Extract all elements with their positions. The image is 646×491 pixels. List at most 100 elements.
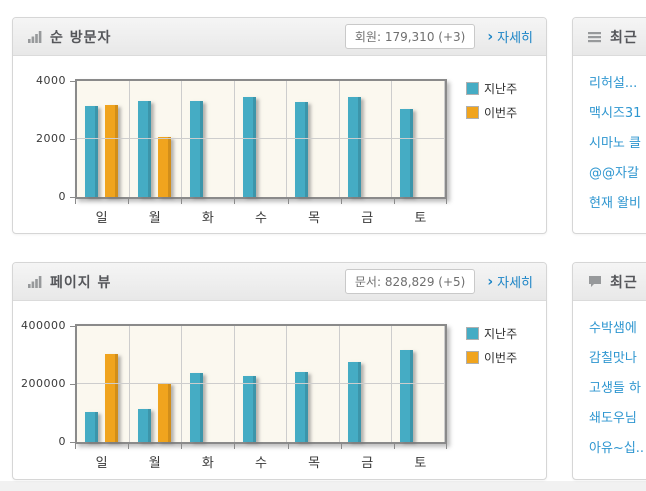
visitors-detail-link[interactable]: › 자세히	[487, 27, 533, 47]
y-tick-mark	[70, 139, 75, 140]
bar-지난주	[190, 100, 204, 197]
gridline	[77, 383, 445, 384]
category-cell	[235, 81, 288, 197]
x-tick-mark	[287, 444, 289, 449]
list-item[interactable]: 수박샘에	[589, 321, 637, 336]
x-tick-label: 일	[95, 456, 108, 471]
legend-swatch	[466, 106, 479, 119]
bar-이번주	[105, 354, 118, 442]
list-item[interactable]: 맥시즈31	[589, 106, 642, 121]
x-tick-label: 월	[148, 211, 161, 226]
list-item[interactable]: 쇄도우님	[589, 411, 637, 426]
pageviews-chart: 0 200000 400000 일 월 화 수 목 금 토 지난주 이번주	[13, 301, 546, 471]
document-count-badge: 문서: 828,829 (+5)	[344, 269, 476, 294]
bar-지난주	[242, 375, 256, 442]
bar-이번주	[157, 382, 171, 442]
y-tick-label: 200000	[21, 377, 66, 390]
legend-swatch	[466, 327, 479, 340]
legend-swatch	[466, 82, 479, 95]
plot-area	[75, 324, 447, 444]
category-cell	[77, 81, 130, 197]
list-item[interactable]: 고생들 하	[589, 381, 641, 396]
plot-area	[75, 79, 447, 199]
category-cell	[182, 326, 235, 442]
bar-이번주	[157, 136, 171, 197]
list-item[interactable]: 감칠맛나	[589, 351, 637, 366]
pageviews-detail-link[interactable]: › 자세히	[487, 272, 533, 292]
detail-link-label: 자세히	[497, 31, 533, 46]
list-item[interactable]: 시마노 클	[589, 136, 641, 151]
x-tick-mark	[446, 444, 447, 449]
x-tick-mark	[287, 199, 289, 204]
category-cell	[130, 326, 183, 442]
x-tick-mark	[446, 199, 447, 204]
bar-지난주	[400, 350, 414, 442]
panel-header: 최근	[573, 18, 646, 56]
y-tick-label: 4000	[36, 74, 66, 87]
x-tick-mark	[128, 199, 130, 204]
x-tick-label: 금	[361, 456, 374, 471]
x-tick-label: 월	[148, 456, 161, 471]
category-cell	[287, 326, 340, 442]
bar-지난주	[137, 409, 151, 442]
x-tick-mark	[181, 199, 183, 204]
bar-지난주	[295, 101, 309, 197]
panel-title: 최근	[610, 274, 638, 291]
list-item[interactable]: @@자갈	[589, 166, 639, 181]
panel-unique-visitors: 순 방문자 회원: 179,310 (+3) › 자세히 0 2000 4000 일 월…	[12, 17, 547, 234]
category-cell	[340, 81, 393, 197]
bar-지난주	[400, 109, 414, 197]
legend-label: 지난주	[484, 82, 518, 96]
panel-title: 최근	[610, 29, 638, 46]
category-cell	[392, 81, 446, 197]
bar-지난주	[190, 372, 204, 442]
bar-지난주	[347, 97, 361, 197]
page-content: 순 방문자 회원: 179,310 (+3) › 자세히 0 2000 4000 일 월…	[0, 0, 646, 481]
bar-chart-icon	[28, 275, 42, 288]
x-tick-label: 일	[95, 211, 108, 226]
bar-지난주	[85, 105, 98, 197]
x-tick-label: 수	[255, 211, 267, 226]
x-tick-label: 수	[255, 456, 267, 471]
list-item[interactable]: 현재 왈비	[589, 196, 641, 211]
x-tick-mark	[234, 199, 236, 204]
bar-지난주	[347, 361, 361, 442]
chart-main: 0 200000 400000 일 월 화 수 목 금 토 지난주 이번주	[19, 319, 546, 471]
legend-label: 이번주	[484, 106, 518, 120]
panel-title: 페이지 뷰	[50, 274, 112, 291]
panel-header: 최근	[573, 263, 646, 301]
list-item[interactable]: 아유~십..	[589, 441, 645, 456]
bar-지난주	[137, 101, 151, 197]
bar-이번주	[105, 105, 118, 197]
y-tick-label: 0	[58, 190, 66, 203]
legend-swatch	[466, 351, 479, 364]
legend-label: 이번주	[484, 351, 518, 365]
category-cell	[182, 81, 235, 197]
category-cell	[77, 326, 130, 442]
x-tick-mark	[340, 199, 342, 204]
panel-header: 페이지 뷰 문서: 828,829 (+5) › 자세히	[13, 263, 546, 301]
bar-지난주	[85, 411, 98, 442]
x-tick-mark	[181, 444, 183, 449]
x-tick-mark	[340, 444, 342, 449]
x-tick-label: 목	[308, 456, 321, 471]
x-tick-mark	[234, 444, 236, 449]
y-tick-label: 2000	[36, 132, 66, 145]
x-tick-label: 토	[414, 456, 427, 471]
x-tick-mark	[393, 444, 395, 449]
legend-item: 지난주	[466, 325, 517, 342]
member-count-badge: 회원: 179,310 (+3)	[344, 24, 476, 49]
x-tick-label: 화	[201, 456, 214, 471]
list-item[interactable]: 리허설...	[589, 76, 638, 91]
chevron-right-icon: ›	[487, 273, 494, 290]
category-cell	[287, 81, 340, 197]
legend-item: 이번주	[466, 104, 517, 121]
chevron-right-icon: ›	[487, 28, 494, 45]
y-tick-mark	[70, 442, 75, 443]
y-axis: 0 2000 4000	[19, 74, 75, 203]
